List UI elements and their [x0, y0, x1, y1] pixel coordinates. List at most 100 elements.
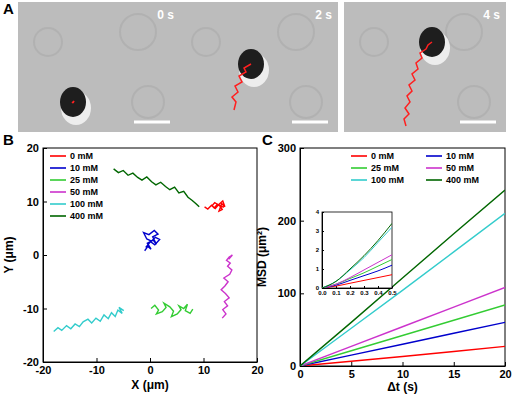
tick-label: 3: [316, 228, 320, 234]
tick: 300: [278, 142, 304, 154]
image-frame: 2 s: [176, 2, 338, 132]
plot-area: [300, 190, 505, 366]
tick-mark: [300, 221, 304, 222]
legend-label: 0 mM: [371, 151, 394, 161]
legend-swatch: [50, 203, 66, 205]
x-axis-title: X (μm): [131, 378, 168, 392]
tick-label: 20: [251, 364, 263, 376]
legend-label: 100 mM: [70, 199, 103, 209]
series-line: [300, 305, 505, 366]
tick-label: 0.1: [332, 290, 341, 296]
panel-label: C: [262, 131, 273, 148]
tick: 0: [33, 249, 47, 261]
tick: 0.5: [388, 286, 397, 296]
trajectory: [72, 101, 74, 103]
inset-plot-area: [322, 223, 392, 288]
plot-frame: [43, 148, 257, 362]
background-blob: [290, 86, 322, 118]
inset: 0.00.10.20.30.40.501234: [316, 209, 398, 296]
legend-label: 50 mM: [70, 187, 98, 197]
y-axis: 0 100 200 300: [278, 142, 304, 372]
x-axis: 05101520: [297, 362, 511, 380]
legend-label: 25 mM: [70, 175, 98, 185]
background-blob: [132, 86, 164, 118]
tick-label: 0: [290, 360, 296, 372]
legend-swatch: [351, 179, 367, 181]
inset-x-axis: 0.00.10.20.30.40.5: [318, 286, 397, 296]
tick-mark: [300, 293, 304, 294]
legend-label: 25 mM: [371, 163, 399, 173]
tick: 20: [499, 362, 511, 380]
frame-time: 2 s: [315, 8, 332, 22]
axis-line: [300, 149, 301, 367]
tick-mark: [403, 362, 404, 366]
x-axis: -20-1001020: [36, 358, 264, 376]
tick-label: 0.4: [374, 290, 383, 296]
plot-area: [54, 169, 233, 332]
tick-mark: [505, 362, 506, 366]
tick-label: -10: [23, 303, 39, 315]
legend-swatch: [426, 155, 442, 157]
axis-line: [322, 213, 323, 289]
legend: 0 mM10 mM25 mM50 mM100 mM400 mM: [50, 151, 103, 221]
tick-mark: [364, 286, 365, 288]
y-axis-title: Y (μm): [2, 236, 16, 273]
tick: 0.1: [332, 286, 341, 296]
legend-label: 400 mM: [70, 211, 103, 221]
tick-mark: [300, 366, 304, 367]
background-blob: [458, 86, 490, 118]
series-line: [300, 322, 505, 366]
legend-swatch: [50, 179, 66, 181]
tick-label: 0: [33, 249, 39, 261]
tick: 5: [349, 362, 355, 380]
tick-label: 2: [316, 247, 320, 253]
background-blob: [34, 28, 62, 56]
legend-label: 100 mM: [371, 175, 404, 185]
plot-frame: [300, 148, 505, 366]
chart: -20-1001020-20-10010200 mM10 mM25 mM50 m…: [2, 131, 264, 392]
tick-mark: [300, 148, 304, 149]
series-line: [205, 201, 225, 211]
tick: 20: [251, 358, 263, 376]
tick-label: 15: [448, 368, 460, 380]
legend-swatch: [50, 215, 66, 217]
tick-mark: [322, 212, 324, 213]
legend-label: 400 mM: [446, 175, 479, 185]
tick-label: 0.5: [388, 290, 397, 296]
background-blob: [192, 28, 220, 56]
tick-label: 0: [297, 368, 303, 380]
legend-swatch: [426, 179, 442, 181]
tick-label: 4: [316, 209, 320, 215]
tick-mark: [43, 255, 47, 256]
image-background: [176, 2, 338, 132]
scale-bar: [292, 121, 328, 124]
series-line: [151, 303, 193, 316]
legend-swatch: [50, 155, 66, 157]
background-blob: [360, 28, 388, 56]
tick: 10: [27, 196, 47, 208]
figure: A0 s2 s4 s-20-1001020-20-10010200 mM10 m…: [0, 0, 512, 396]
tick-label: 100: [278, 287, 296, 299]
tick-label: 300: [278, 142, 296, 154]
inset-frame: [322, 212, 392, 288]
legend-swatch: [50, 167, 66, 169]
tick-mark: [322, 231, 324, 232]
y-axis: -20-1001020: [23, 142, 47, 368]
background-blob: [446, 14, 482, 50]
tick: 200: [278, 215, 304, 227]
trajectory: [232, 64, 251, 110]
axis-line: [323, 288, 393, 289]
tick-label: 1: [316, 266, 320, 272]
legend-label: 10 mM: [446, 151, 474, 161]
tick-label: 0: [147, 364, 153, 376]
tick-label: 10: [27, 196, 39, 208]
tick-mark: [322, 288, 324, 289]
tick-label: 0.3: [360, 290, 369, 296]
series-line: [144, 230, 160, 250]
inset-y-axis: 01234: [316, 209, 324, 291]
trajectory: [404, 42, 432, 126]
tick-label: 0.2: [346, 290, 355, 296]
tick-mark: [257, 358, 258, 362]
inset-series-line: [322, 223, 392, 288]
tick: 0.2: [346, 286, 355, 296]
